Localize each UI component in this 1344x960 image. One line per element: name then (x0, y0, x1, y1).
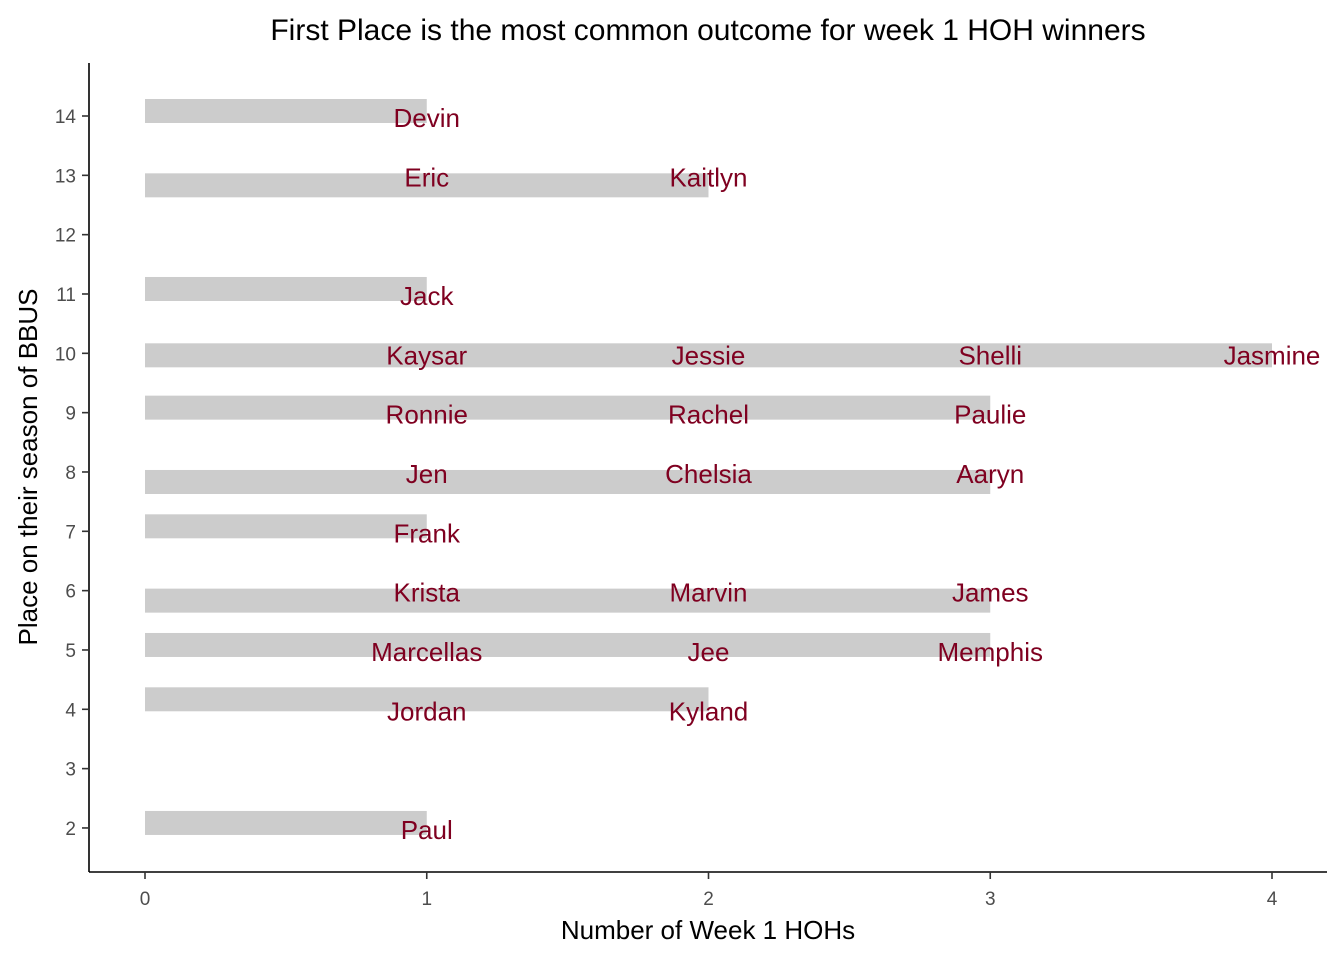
x-tick-label: 3 (985, 889, 996, 910)
y-tick-label: 12 (55, 226, 76, 247)
name-labels-group: Paul Jordan Kyland Marcellas Jee Memphis Krist… (371, 103, 1320, 845)
contestant-label: Jee (688, 637, 730, 667)
bar-place-8 (145, 469, 991, 494)
y-tick-label: 11 (56, 285, 76, 306)
y-tick-label: 14 (55, 107, 77, 128)
chart-title: First Place is the most common outcome f… (270, 14, 1145, 47)
x-axis-title: Number of Week 1 HOHs (561, 915, 855, 945)
contestant-label: Rachel (668, 400, 749, 430)
contestant-label: Chelsia (665, 459, 752, 489)
contestant-label: James (952, 578, 1029, 608)
contestant-label: Devin (394, 103, 460, 133)
contestant-label: Jordan (387, 696, 467, 726)
y-axis-title: Place on their season of BBUS (13, 289, 43, 646)
contestant-label: Kyland (669, 696, 749, 726)
contestant-label: Marcellas (371, 637, 482, 667)
y-tick-label: 9 (65, 404, 76, 425)
contestant-label: Shelli (958, 340, 1022, 370)
bar-place-4 (145, 687, 709, 712)
contestant-label: Jen (406, 459, 448, 489)
bar-place-6 (145, 588, 991, 613)
contestant-label: Memphis (938, 637, 1043, 667)
y-ticks-group: 2 3 4 5 6 7 8 9 10 11 12 13 14 (55, 107, 89, 840)
x-tick-label: 2 (703, 889, 714, 910)
y-tick-label: 8 (65, 463, 76, 484)
contestant-label: Jasmine (1224, 340, 1321, 370)
contestant-label: Kaysar (386, 340, 467, 370)
bar-place-9 (145, 395, 991, 420)
contestant-label: Aaryn (956, 459, 1024, 489)
y-tick-label: 10 (55, 344, 76, 365)
y-tick-label: 2 (65, 819, 76, 840)
x-tick-label: 4 (1267, 889, 1278, 910)
bar-place-14 (145, 99, 427, 123)
bar-place-11 (145, 276, 427, 301)
contestant-label: Eric (404, 162, 449, 192)
bar-place-5 (145, 632, 991, 657)
contestant-label: Kaitlyn (669, 162, 747, 192)
contestant-label: Marvin (669, 578, 747, 608)
y-tick-label: 13 (55, 166, 76, 187)
y-tick-label: 6 (65, 582, 76, 603)
bar-place-7 (145, 514, 427, 539)
contestant-label: Paul (401, 815, 453, 845)
contestant-label: Paulie (954, 400, 1026, 430)
contestant-label: Ronnie (386, 400, 468, 430)
y-tick-label: 4 (65, 700, 76, 721)
bar-place-10 (145, 343, 1272, 368)
bar-place-13 (145, 173, 709, 198)
bar-place-2 (145, 810, 427, 835)
contestant-label: Krista (394, 578, 461, 608)
y-tick-label: 3 (65, 760, 76, 781)
y-tick-label: 7 (65, 522, 76, 543)
x-tick-label: 0 (140, 889, 151, 910)
contestant-label: Frank (394, 518, 461, 548)
x-ticks-group: 0 1 2 3 4 (140, 872, 1278, 910)
bars-group (145, 99, 1272, 835)
y-tick-label: 5 (65, 641, 76, 662)
x-tick-label: 1 (421, 889, 432, 910)
contestant-label: Jessie (672, 340, 746, 370)
contestant-label: Jack (400, 281, 454, 311)
